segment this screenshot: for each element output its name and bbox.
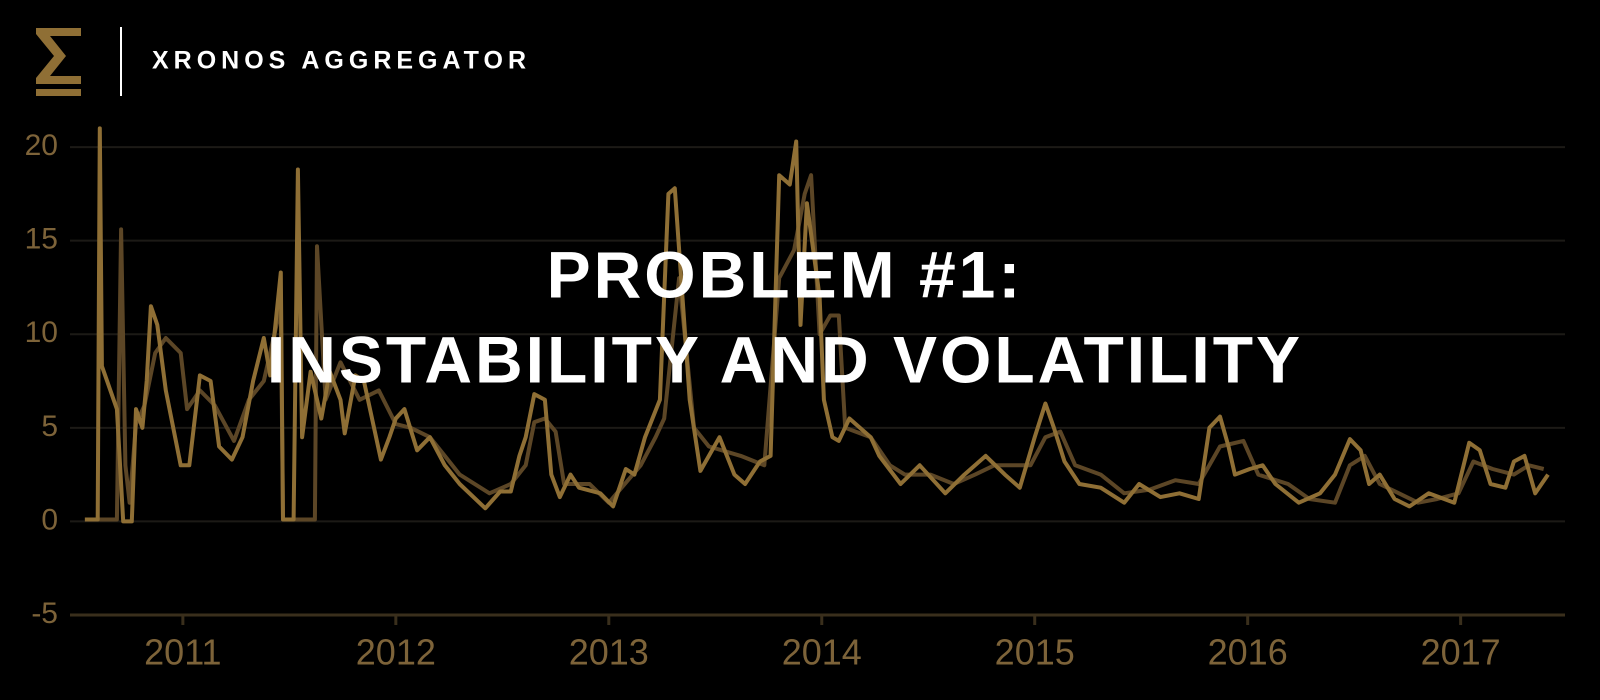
slide-title: PROBLEM #1: [547,237,1024,311]
logo [36,27,122,96]
logo-bar [36,89,81,96]
logo-sigma [36,28,81,84]
plot-area: -5 0 5 10 15 20 2011 2012 2013 2014 2015 2016 2017 [25,126,1565,673]
brand-name: XRONOS AGGREGATOR [152,47,531,75]
x-tick-label: 2013 [569,632,649,673]
x-tick-label: 2016 [1208,632,1288,673]
y-tick-label: 15 [25,223,58,256]
x-tick-label: 2014 [782,632,862,673]
y-tick-label: -5 [31,597,58,630]
x-tick-label: 2012 [356,632,436,673]
x-tick-label: 2015 [995,632,1075,673]
x-tick-label: 2017 [1421,632,1501,673]
y-tick-label: 5 [41,410,58,443]
overlay: PROBLEM #1: INSTABILITY AND VOLATILITY [267,237,1303,396]
series-line [84,173,1545,522]
slide-subtitle: INSTABILITY AND VOLATILITY [267,322,1303,396]
x-tick-label: 2011 [144,632,221,673]
y-tick-label: 20 [25,129,58,162]
y-tick-label: 0 [41,503,58,536]
y-tick-label: 10 [25,316,58,349]
series-line [84,126,1550,524]
